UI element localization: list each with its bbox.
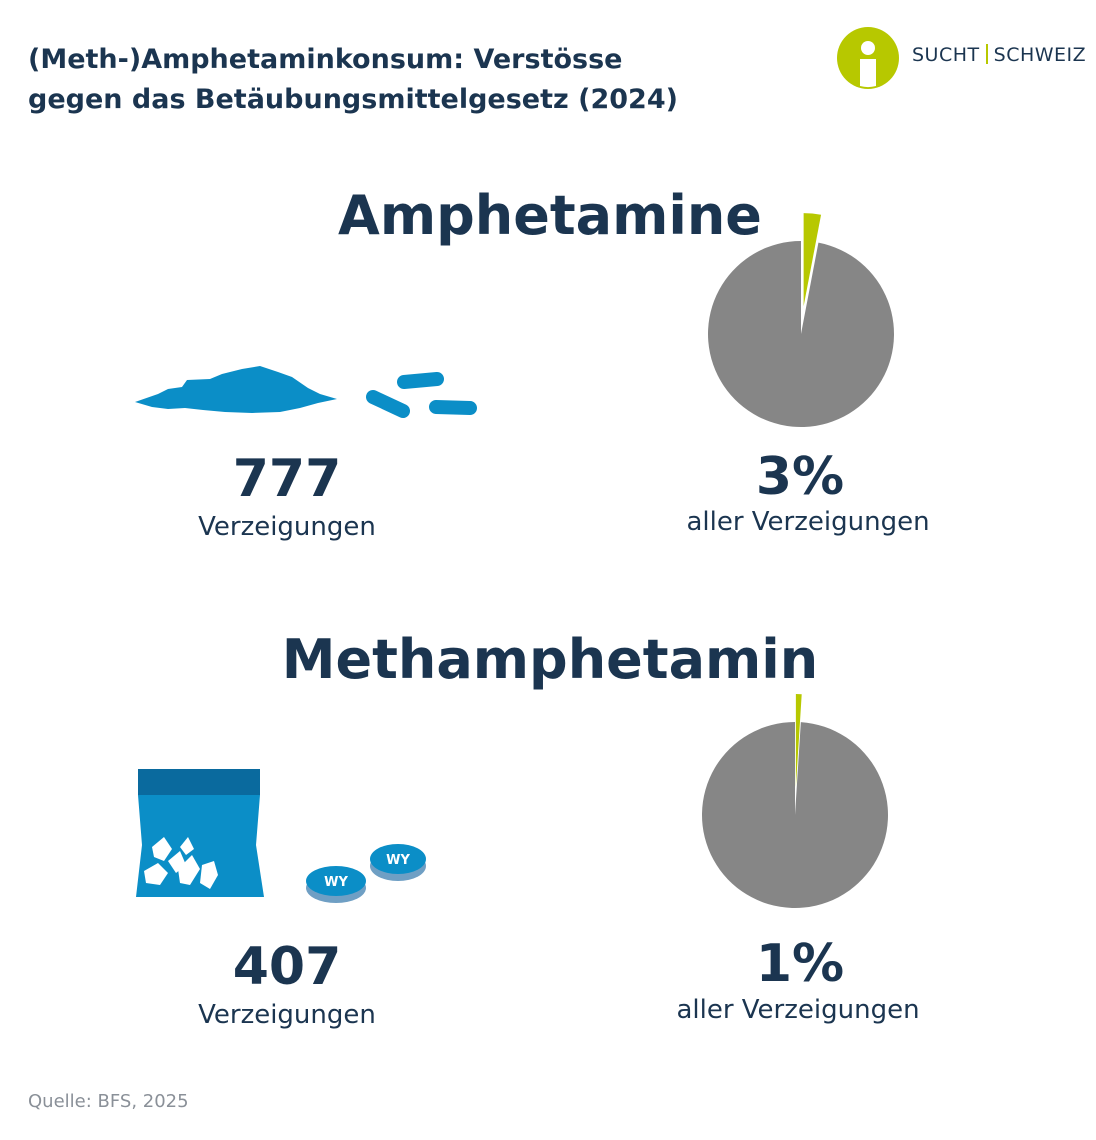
pill-1-imprint: WY <box>324 875 348 890</box>
amphetamine-share-label: aller Verzeigungen <box>686 507 930 537</box>
source-note: Quelle: BFS, 2025 <box>28 1091 189 1112</box>
pie-slice-rest <box>702 722 888 908</box>
pie-slice-highlight <box>795 694 802 788</box>
methamphetamine-share-pie <box>702 694 888 908</box>
logo-text-right: SCHWEIZ <box>993 44 1087 66</box>
methamphetamine-heading: Methamphetamin <box>281 628 819 691</box>
crystal-bag-and-pills-icon: WY WY <box>136 769 426 903</box>
pie-slice-rest <box>708 241 894 427</box>
logo-text-left: SUCHT <box>912 44 980 66</box>
methamphetamine-count-label: Verzeigungen <box>198 1000 376 1030</box>
amphetamine-heading: Amphetamine <box>338 184 762 247</box>
amphetamine-share-value: 3% <box>755 447 845 507</box>
logo-separator <box>985 44 988 64</box>
logo-wordmark: SUCHT SCHWEIZ <box>912 44 1086 66</box>
powder-and-capsules-icon <box>135 366 477 418</box>
pill-2-imprint: WY <box>386 853 410 868</box>
amphetamine-count-label: Verzeigungen <box>198 512 376 542</box>
sucht-schweiz-logo: SUCHT SCHWEIZ <box>836 26 1086 90</box>
methamphetamine-count: 407 <box>232 937 342 997</box>
amphetamine-count: 777 <box>232 449 342 509</box>
pie-slice-highlight <box>803 213 822 307</box>
amphetamine-share-pie <box>708 213 894 427</box>
page-title: (Meth-)Amphetaminkonsum: Verstösse gegen… <box>28 40 808 120</box>
logo-person-icon <box>837 27 899 89</box>
title-line-2: gegen das Betäubungsmittelgesetz (2024) <box>28 84 678 115</box>
title-line-1: (Meth-)Amphetaminkonsum: Verstösse <box>28 44 623 75</box>
methamphetamine-share-label: aller Verzeigungen <box>676 995 920 1025</box>
methamphetamine-share-value: 1% <box>755 934 845 994</box>
